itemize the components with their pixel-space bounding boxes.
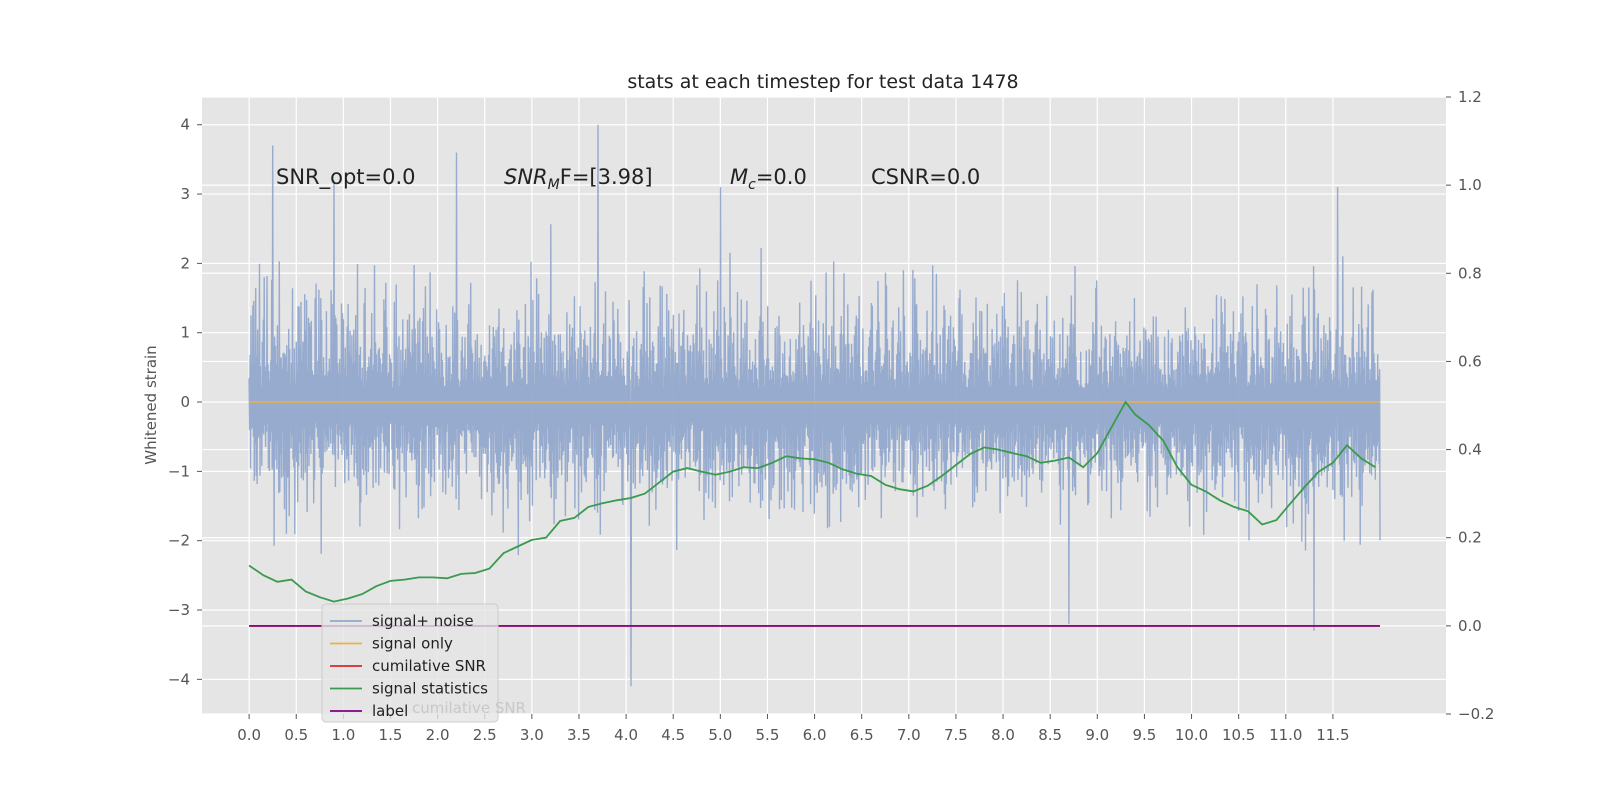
x-tick-label: 10.0	[1175, 726, 1208, 744]
y-tick-label: −1	[168, 462, 190, 480]
chart-title: stats at each timestep for test data 147…	[627, 71, 1018, 93]
annotation-snr-mf-sub: M	[548, 177, 560, 193]
y-tick-label: 4	[180, 116, 190, 134]
x-tick-label: 1.0	[331, 726, 355, 744]
annotation-snr-mf: SNRMF=[3.98]	[504, 165, 653, 193]
legend-label-signal-statistics: signal statistics	[372, 680, 488, 698]
x-tick-label: 10.5	[1222, 726, 1255, 744]
y2-tick-label: 0.2	[1458, 529, 1482, 547]
x-tick-label: 4.5	[661, 726, 685, 744]
legend-ghost-text: cumilative SNR	[412, 699, 526, 717]
series-line-signal-statistics	[248, 400, 1376, 603]
y-axis-ticks: 4 3 2 1 0 −1 −2 −3 −4	[168, 116, 202, 688]
y-tick-label: 1	[180, 324, 190, 342]
y2-tick-label: 1.0	[1458, 176, 1482, 194]
annotation-mc-rest: =0.0	[756, 165, 807, 189]
y-tick-label: −3	[168, 601, 190, 619]
x-tick-label: 9.0	[1085, 726, 1109, 744]
x-tick-label: 5.0	[708, 726, 732, 744]
legend: cumilative SNR signal+ noise signal only c…	[321, 603, 526, 723]
annotation-mc-base: M	[730, 165, 748, 189]
x-axis-ticks: 0.0 0.5 1.0 1.5 2.0 2.5 3.0 3.5 4.0 4.5 5.0 5.5 6.0 6…	[237, 714, 1350, 744]
y-axis-label: Whitened strain	[142, 345, 160, 464]
x-tick-label: 0.5	[284, 726, 308, 744]
y-tick-label: 3	[180, 185, 190, 203]
legend-items: signal+ noise signal only cumilative SNR si…	[330, 612, 488, 720]
annotation-snr-mf-base: SNR	[504, 165, 548, 189]
y-tick-label: 2	[180, 254, 190, 272]
annotation-snr-opt: SNR_opt=0.0	[276, 165, 416, 190]
y2-tick-label: 1.2	[1458, 88, 1482, 106]
x-tick-label: 0.0	[237, 726, 261, 744]
x-tick-label: 3.5	[567, 726, 591, 744]
x-tick-label: 6.5	[850, 726, 874, 744]
y2-tick-label: 0.6	[1458, 352, 1482, 370]
y-tick-label: 0	[180, 393, 190, 411]
legend-label-label: label	[372, 702, 408, 720]
x-tick-label: 1.5	[379, 726, 403, 744]
x-tick-label: 2.5	[473, 726, 497, 744]
y-tick-label: −4	[168, 670, 190, 688]
series-signal-plus-noise	[248, 124, 1381, 687]
x-tick-label: 8.5	[1038, 726, 1062, 744]
x-tick-label: 8.0	[991, 726, 1015, 744]
x-tick-label: 5.5	[756, 726, 780, 744]
legend-box	[321, 603, 499, 723]
x-tick-label: 3.0	[520, 726, 544, 744]
y2-tick-label: 0.8	[1458, 264, 1482, 282]
y2-tick-label: 0.4	[1458, 441, 1482, 459]
legend-label-signal-only: signal only	[372, 635, 453, 653]
x-tick-label: 11.0	[1269, 726, 1302, 744]
y2-tick-label: −0.2	[1458, 705, 1494, 723]
signal-plus-noise-line	[248, 124, 1381, 687]
y2-tick-label: 0.0	[1458, 617, 1482, 635]
x-tick-label: 4.0	[614, 726, 638, 744]
x-tick-label: 2.0	[426, 726, 450, 744]
x-tick-label: 11.5	[1316, 726, 1349, 744]
annotation-mc: Mc=0.0	[730, 165, 807, 193]
annotation-csnr: CSNR=0.0	[871, 165, 980, 189]
annotation-snr-mf-rest: F=[3.98]	[560, 165, 653, 189]
x-tick-label: 7.0	[897, 726, 921, 744]
legend-label-cumilative-snr: cumilative SNR	[372, 657, 486, 675]
x-tick-label: 7.5	[944, 726, 968, 744]
y2-axis-ticks: 1.2 1.0 0.8 0.6 0.4 0.2 0.0 −0.2	[1446, 88, 1494, 723]
y-tick-label: −2	[168, 532, 190, 550]
x-tick-label: 6.0	[803, 726, 827, 744]
x-tick-label: 9.5	[1132, 726, 1156, 744]
annotation-mc-sub: c	[748, 177, 756, 193]
legend-label-signal-noise: signal+ noise	[372, 612, 474, 630]
